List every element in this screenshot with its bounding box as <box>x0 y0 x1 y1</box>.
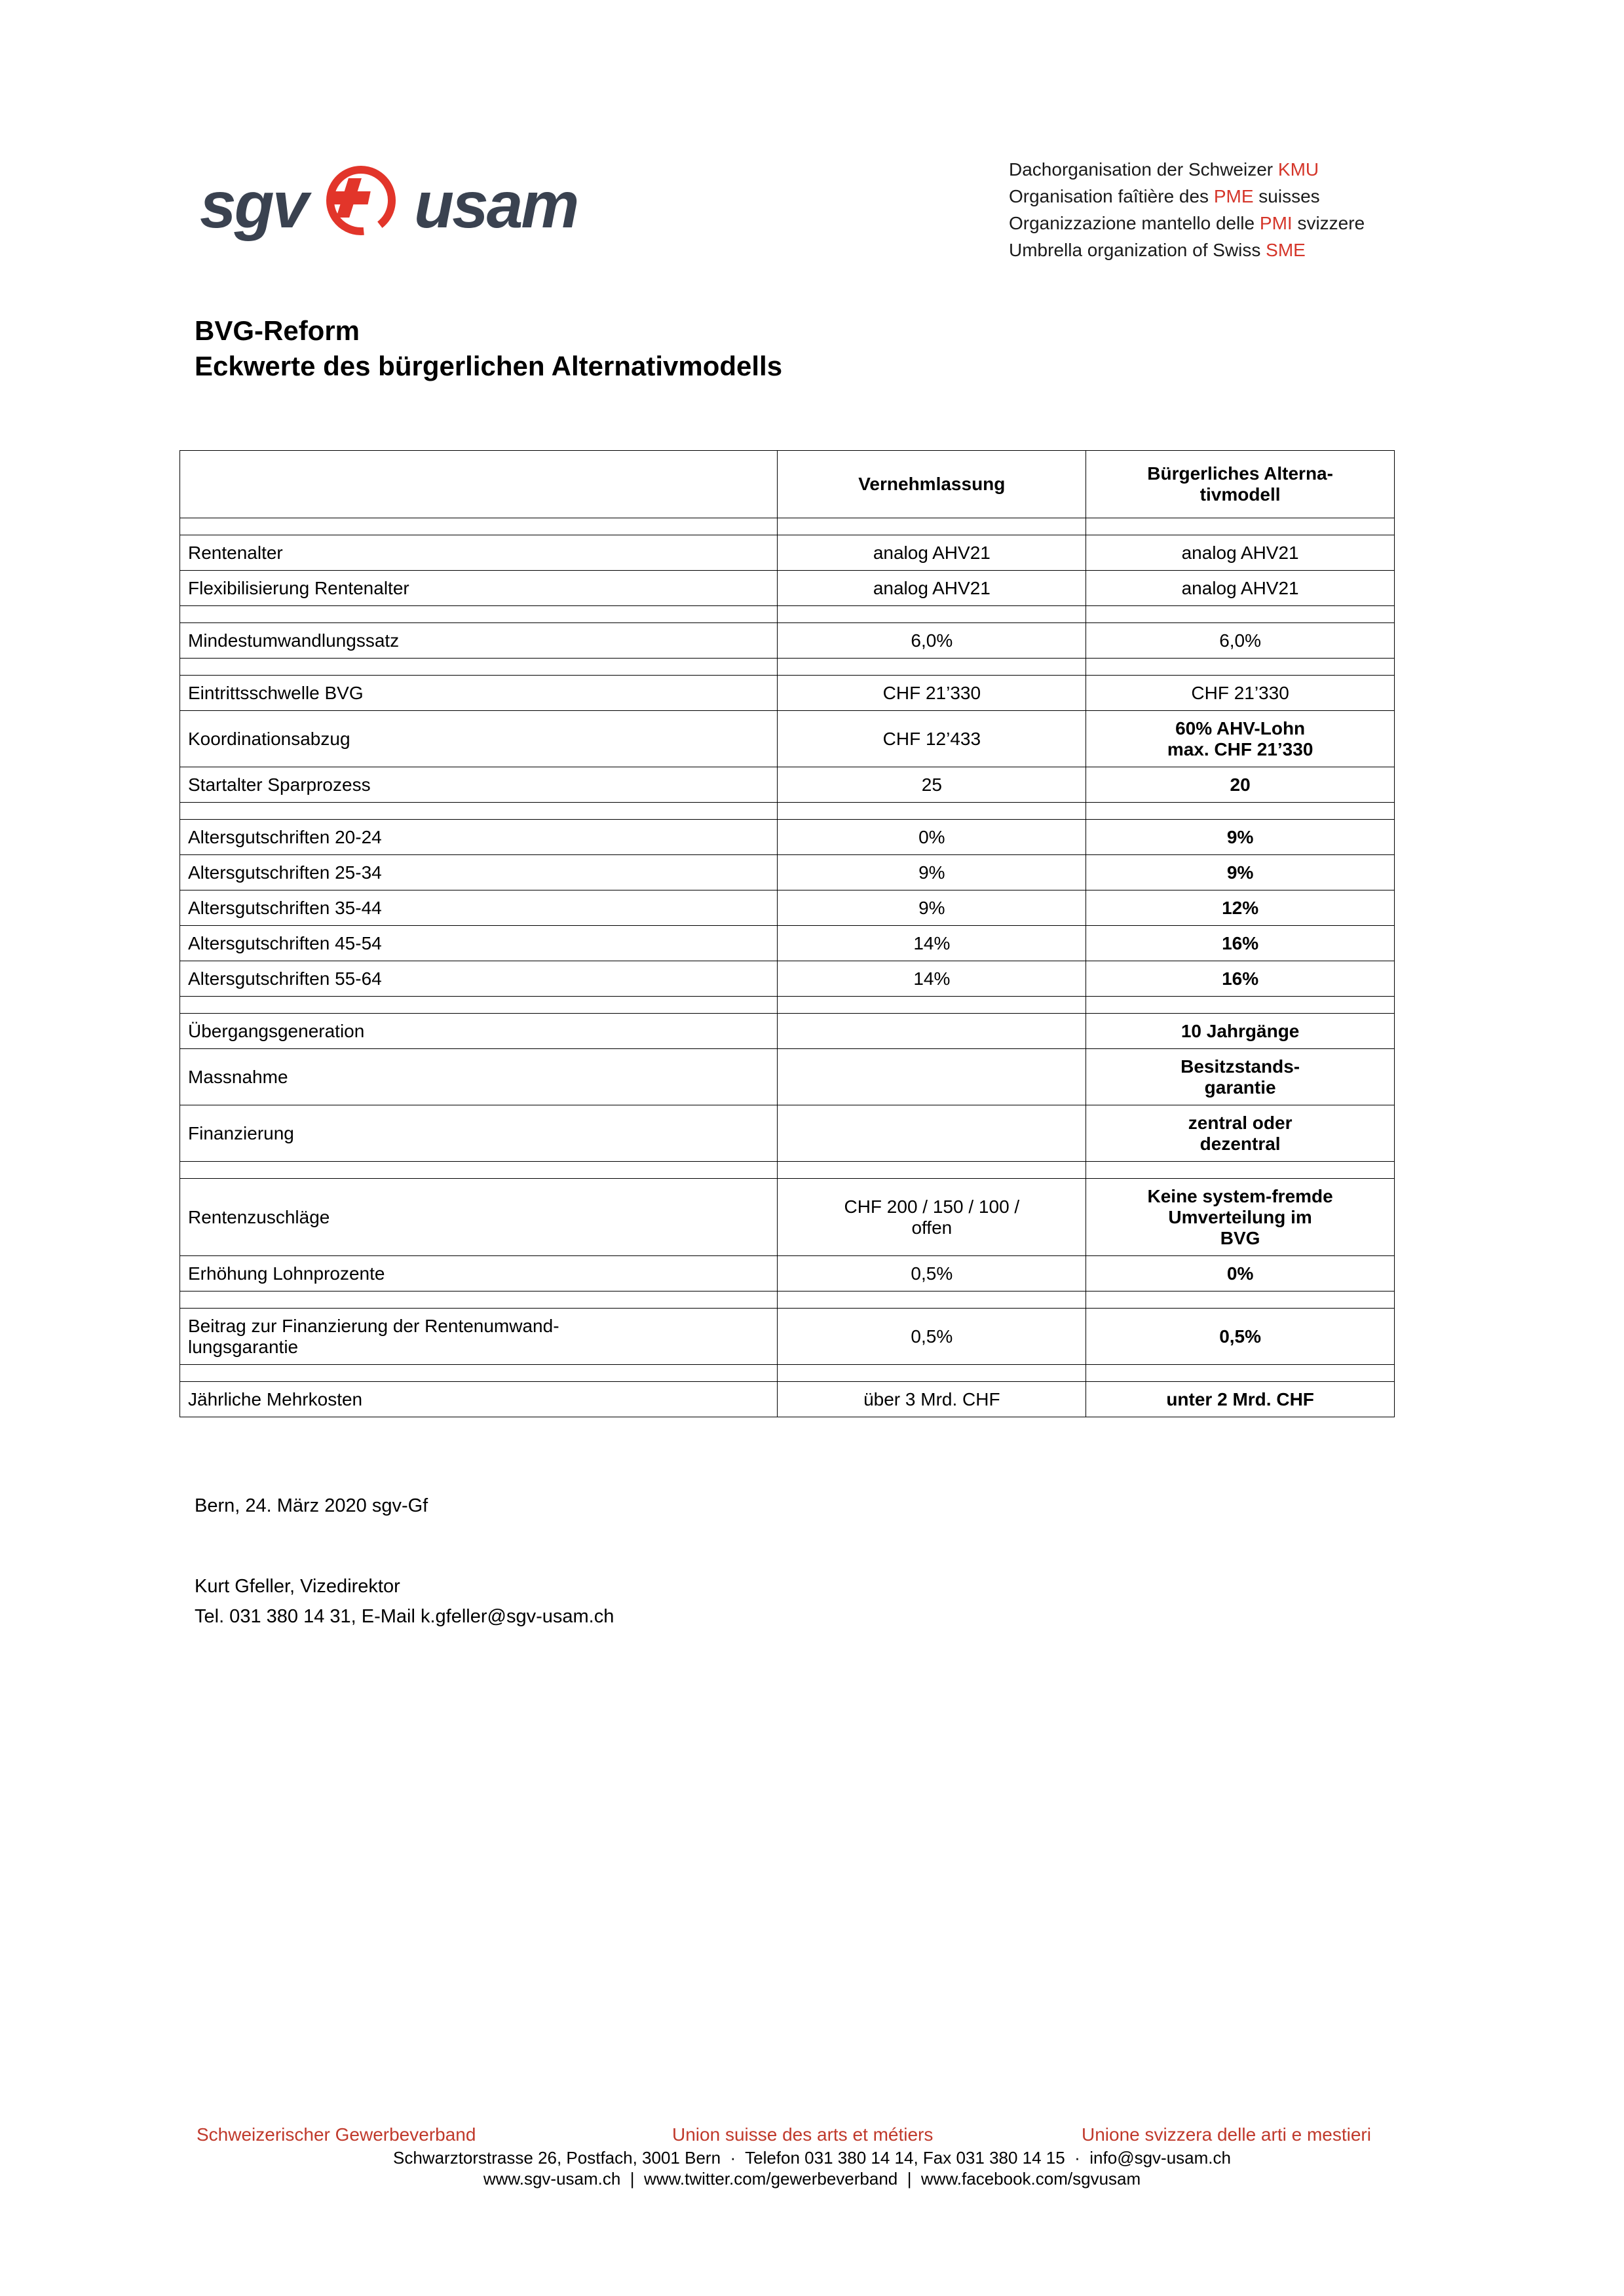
svg-text:usam: usam <box>414 168 577 242</box>
svg-text:sgv: sgv <box>200 168 312 242</box>
